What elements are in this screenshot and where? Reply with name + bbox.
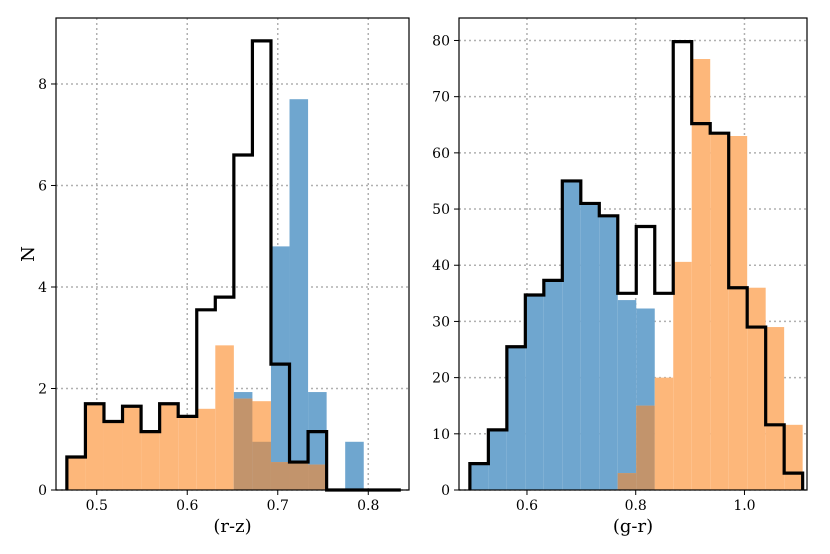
bar-orange: [178, 416, 197, 490]
bar-orange: [215, 345, 234, 490]
bar-blue: [562, 180, 581, 490]
bar-overlap: [289, 462, 309, 490]
bar-orange: [765, 327, 785, 490]
axes-frame: [458, 17, 808, 491]
bar-orange: [747, 287, 766, 490]
y-tick-label: 0: [441, 483, 450, 499]
y-tick-label: 50: [432, 202, 450, 218]
bar-orange: [122, 406, 142, 490]
bar-orange: [710, 132, 729, 490]
bar-orange: [654, 377, 674, 490]
y-tick-label: 40: [432, 258, 450, 274]
x-tick-label: 0.8: [357, 498, 379, 514]
chart-panel-1: 0.5 0.6 0.7 0.8 0 2 4 6 8 (r-z) N: [18, 17, 410, 537]
bar-blue: [469, 463, 489, 490]
bar-orange: [66, 457, 86, 490]
y-tick-label: 2: [38, 381, 47, 397]
bar-orange: [159, 403, 179, 490]
bar-orange: [103, 421, 123, 490]
bar-blue: [506, 346, 526, 490]
y-tick-label: 30: [432, 314, 450, 330]
bar-blue: [270, 246, 290, 490]
y-tick-label: 6: [38, 178, 47, 194]
bar-blue: [580, 203, 600, 490]
x-axis-label: (g-r): [613, 516, 653, 537]
bar-blue: [525, 295, 544, 490]
y-tick-label: 0: [38, 483, 47, 499]
y-tick-label: 70: [432, 90, 450, 106]
bar-orange: [691, 59, 711, 491]
bar-overlap: [636, 405, 655, 490]
y-tick-label: 8: [38, 77, 47, 93]
bar-overlap: [308, 464, 327, 490]
outline-step-series: [468, 40, 805, 490]
bar-orange: [728, 136, 748, 490]
x-tick-label: 0.6: [176, 498, 198, 514]
bar-overlap: [233, 398, 253, 490]
y-tick-label: 80: [432, 33, 450, 49]
bar-orange: [196, 408, 216, 490]
bar-blue: [488, 429, 507, 490]
bar-orange: [784, 424, 803, 490]
bar-blue: [599, 215, 618, 491]
bar-blue: [345, 441, 364, 490]
bar-orange: [673, 261, 692, 490]
x-tick-label: 0.8: [625, 498, 647, 514]
outline-step-series: [65, 39, 401, 492]
bar-overlap: [270, 462, 290, 490]
axes-frame: [55, 17, 410, 491]
bar-blue: [543, 280, 563, 490]
chart-panel-2: 0.6 0.8 1.0 0 10 20 30 40 50 60 70 80 (g-r): [432, 17, 808, 537]
x-axis-label: (r-z): [213, 516, 251, 537]
bar-orange: [85, 403, 104, 490]
y-tick-label: 20: [432, 371, 450, 387]
bar-overlap: [252, 441, 271, 490]
y-tick-label: 60: [432, 146, 450, 162]
bar-orange: [141, 431, 160, 490]
bar-blue: [289, 99, 309, 491]
x-tick-label: 0.5: [86, 498, 108, 514]
bar-blue: [617, 300, 637, 490]
bar-overlap: [617, 473, 637, 490]
y-tick-label: 10: [432, 427, 450, 443]
x-tick-label: 0.7: [267, 498, 289, 514]
y-tick-label: 4: [38, 280, 47, 296]
x-tick-label: 0.6: [516, 498, 538, 514]
x-tick-label: 1.0: [733, 498, 755, 514]
y-axis-label: N: [18, 246, 39, 262]
